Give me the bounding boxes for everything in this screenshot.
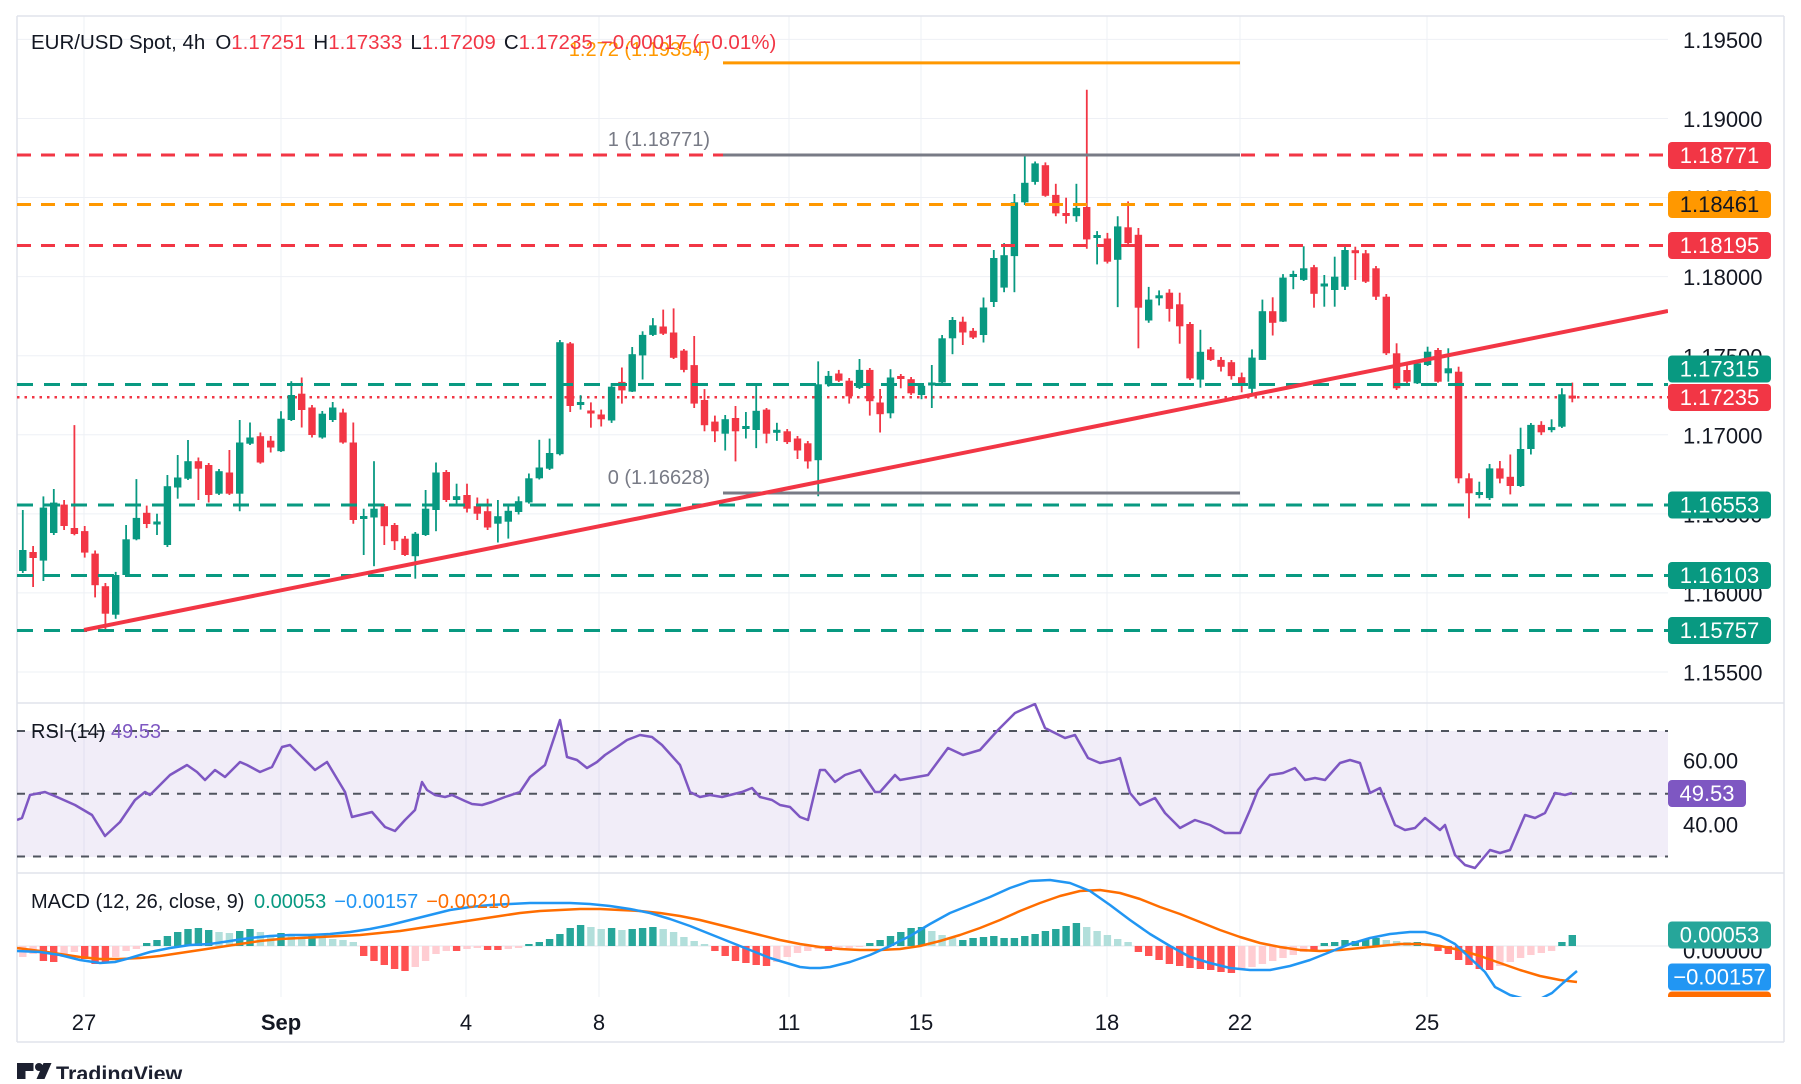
svg-text:8: 8 — [593, 1010, 605, 1035]
svg-text:1.16103: 1.16103 — [1680, 563, 1760, 588]
svg-text:1.15757: 1.15757 — [1680, 618, 1760, 643]
svg-text:4: 4 — [460, 1010, 472, 1035]
svg-text:1.16553: 1.16553 — [1680, 493, 1760, 518]
svg-text:1.17000: 1.17000 — [1683, 423, 1763, 448]
svg-text:1 (1.18771): 1 (1.18771) — [608, 129, 710, 151]
svg-text:22: 22 — [1228, 1010, 1252, 1035]
svg-text:1.18000: 1.18000 — [1683, 265, 1763, 290]
svg-text:MACD (12, 26, close, 9) 0.0005: MACD (12, 26, close, 9) 0.00053 −0.00157−… — [31, 891, 510, 913]
svg-text:1.272 (1.19354): 1.272 (1.19354) — [569, 39, 710, 61]
svg-text:40.00: 40.00 — [1683, 813, 1738, 838]
svg-text:0 (1.16628): 0 (1.16628) — [608, 467, 710, 489]
svg-text:1.17315: 1.17315 — [1680, 357, 1760, 382]
svg-text:1.18195: 1.18195 — [1680, 233, 1760, 258]
svg-text:1.15500: 1.15500 — [1683, 661, 1763, 686]
svg-text:15: 15 — [909, 1010, 933, 1035]
svg-text:1.18771: 1.18771 — [1680, 143, 1760, 168]
svg-text:60.00: 60.00 — [1683, 749, 1738, 774]
svg-text:RSI (14) 49.53: RSI (14) 49.53 — [31, 721, 161, 743]
svg-text:18: 18 — [1095, 1010, 1119, 1035]
svg-text:49.53: 49.53 — [1679, 781, 1734, 806]
svg-text:0.00053: 0.00053 — [1680, 923, 1760, 948]
svg-text:1.19000: 1.19000 — [1683, 107, 1763, 132]
svg-text:−0.00157: −0.00157 — [1673, 965, 1765, 990]
svg-text:25: 25 — [1415, 1010, 1439, 1035]
svg-text:1.18461: 1.18461 — [1680, 192, 1760, 217]
svg-text:11: 11 — [778, 1010, 801, 1035]
svg-text:1.19500: 1.19500 — [1683, 28, 1763, 53]
svg-text:TradingView: TradingView — [56, 1062, 183, 1079]
svg-text:Sep: Sep — [261, 1010, 301, 1035]
svg-text:−0.00210: −0.00210 — [1673, 993, 1765, 1018]
svg-text:1.17235: 1.17235 — [1680, 385, 1760, 410]
svg-text:27: 27 — [72, 1010, 96, 1035]
